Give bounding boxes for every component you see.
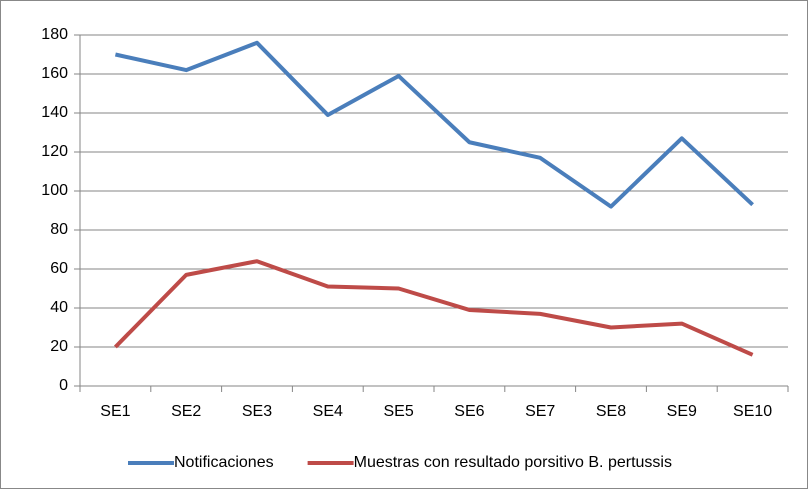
x-tick-label: SE5: [383, 403, 413, 420]
legend-label: Notificaciones: [174, 454, 274, 471]
y-tick-label: 160: [41, 65, 68, 82]
series-line: [114, 40, 754, 209]
x-tick-label: SE6: [454, 403, 484, 420]
y-tick-label: 180: [41, 26, 68, 43]
x-tick-label: SE1: [100, 403, 130, 420]
x-tick-label: SE10: [733, 403, 772, 420]
y-tick-label: 80: [50, 221, 68, 238]
y-tick-label: 100: [41, 182, 68, 199]
y-tick-label: 0: [59, 377, 68, 394]
y-tick-label: 120: [41, 143, 68, 160]
x-tick-label: SE4: [313, 403, 343, 420]
x-tick-label: SE9: [667, 403, 697, 420]
x-tick-label: SE3: [242, 403, 272, 420]
x-tick-label: SE8: [596, 403, 626, 420]
x-tick-label: SE7: [525, 403, 555, 420]
series-line: [113, 259, 754, 357]
y-tick-label: 60: [50, 260, 68, 277]
y-tick-label: 20: [50, 338, 68, 355]
y-tick-label: 40: [50, 299, 68, 316]
x-tick-label: SE2: [171, 403, 201, 420]
y-tick-label: 140: [41, 104, 68, 121]
legend-label: Muestras con resultado porsitivo B. pert…: [354, 454, 672, 471]
